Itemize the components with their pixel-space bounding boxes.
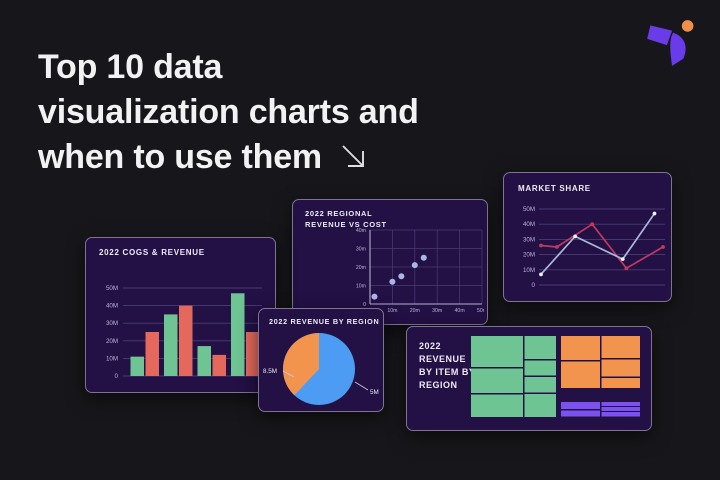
arrow-down-right-icon [342, 145, 364, 168]
svg-text:5M: 5M [370, 389, 379, 396]
treemap-chart-card: 2022 REVENUE BY ITEM BY REGION [406, 326, 652, 431]
pie-chart-svg: 8.5M 5M [263, 333, 379, 405]
svg-text:10m: 10m [387, 308, 397, 314]
scatter-chart-svg: 0 10m 20m 30m 40m 10m 20m 30m 40m 50m [356, 228, 484, 314]
svg-text:0: 0 [532, 282, 536, 289]
scatter-title-line-2: REVENUE VS COST [305, 219, 387, 229]
title-line-3: when to use them [38, 137, 322, 176]
scatter-title-line-1: 2022 REGIONAL [305, 209, 373, 218]
svg-text:10M: 10M [523, 267, 535, 274]
pie-chart-card: 2022 REVENUE BY REGION 8.5M 5M [258, 308, 384, 412]
svg-text:30M: 30M [106, 320, 118, 327]
bar-chart-svg: 0 10M 20M 30M 40M 50M [106, 285, 262, 380]
pie-chart-title: 2022 REVENUE BY REGION [269, 317, 380, 326]
treemap-chart-svg [471, 336, 640, 417]
svg-text:30m: 30m [356, 247, 366, 253]
line-chart-svg: 0 10M 20M 30M 40M 50M [523, 206, 665, 289]
treemap-title-line-1: 2022 [419, 341, 442, 351]
svg-text:50M: 50M [106, 285, 118, 292]
svg-text:20M: 20M [523, 252, 535, 259]
svg-text:30M: 30M [523, 236, 535, 243]
svg-text:0: 0 [115, 373, 119, 380]
line-chart-card: MARKET SHARE 0 10M 20M 30M 40M 50M [503, 172, 672, 302]
svg-text:10M: 10M [106, 355, 118, 362]
title-line-1: Top 10 data [38, 47, 223, 86]
bar-chart-title: 2022 COGS & REVENUE [99, 248, 205, 257]
page-title: Top 10 data visualization charts and whe… [38, 45, 419, 180]
svg-text:40M: 40M [106, 303, 118, 310]
treemap-chart-title: 2022 REVENUE BY ITEM BY REGION [419, 340, 475, 392]
svg-text:20m: 20m [356, 265, 366, 271]
svg-text:30m: 30m [432, 308, 442, 314]
scatter-chart-title: 2022 REGIONAL REVENUE VS COST [293, 200, 487, 230]
svg-text:20M: 20M [106, 338, 118, 345]
treemap-title-line-3: BY ITEM BY [419, 367, 476, 377]
svg-text:8.5M: 8.5M [263, 368, 277, 375]
svg-text:50m: 50m [477, 308, 484, 314]
scatter-chart-card: 2022 REGIONAL REVENUE VS COST 0 10m 20m 30m… [292, 199, 488, 325]
svg-text:10m: 10m [356, 284, 366, 290]
svg-text:50M: 50M [523, 206, 535, 213]
svg-text:40M: 40M [523, 221, 535, 228]
treemap-title-line-4: REGION [419, 380, 458, 390]
title-line-2: visualization charts and [38, 92, 419, 131]
bar-chart-card: 2022 COGS & REVENUE 0 10M 20M 30M 40M 50M [85, 237, 276, 393]
line-chart-title: MARKET SHARE [518, 184, 591, 193]
svg-text:0: 0 [363, 302, 366, 308]
treemap-title-line-2: REVENUE [419, 354, 467, 364]
svg-text:40m: 40m [455, 308, 465, 314]
brand-logo-icon [647, 20, 694, 66]
svg-text:20m: 20m [410, 308, 420, 314]
svg-text:40m: 40m [356, 228, 366, 234]
